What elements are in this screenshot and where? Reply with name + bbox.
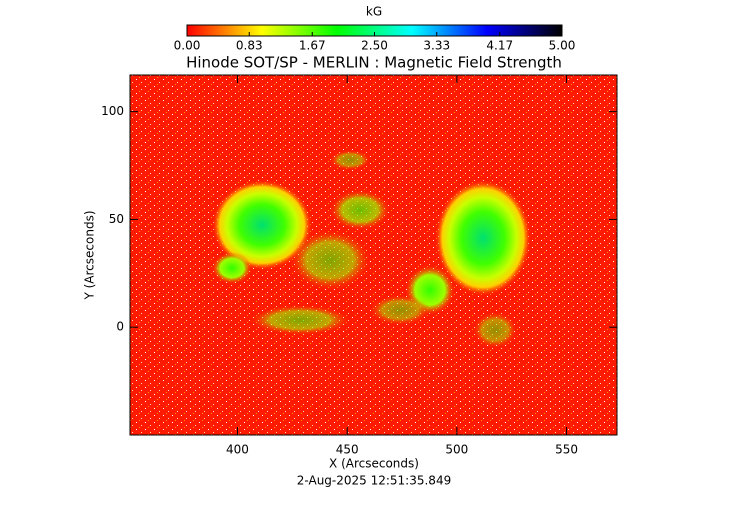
x-tick-label: 550 [555, 443, 578, 457]
colorbar-tick-label: 5.00 [549, 39, 576, 53]
x-tick-label: 450 [336, 443, 359, 457]
plot-frame [129, 74, 618, 436]
chart-title: Hinode SOT/SP - MERLIN : Magnetic Field … [186, 54, 562, 72]
y-tick-label: 100 [101, 104, 124, 118]
colorbar-label: kG [366, 5, 382, 19]
y-tick-label: 50 [109, 212, 124, 226]
timestamp: 2-Aug-2025 12:51:35.849 [297, 474, 451, 488]
field-image [130, 75, 617, 435]
colorbar-tick-label: 0.83 [236, 39, 263, 53]
colorbar-tick-label: 1.67 [299, 39, 326, 53]
x-tick-label: 500 [445, 443, 468, 457]
colorbar-tick-label: 4.17 [486, 39, 513, 53]
colorbar-tick-label: 2.50 [361, 39, 388, 53]
colorbar-tick-label: 3.33 [423, 39, 450, 53]
colorbar-tick-label: 0.00 [174, 39, 201, 53]
y-tick-label: 0 [116, 320, 124, 334]
x-axis-label: X (Arcseconds) [329, 457, 419, 471]
x-tick-label: 400 [226, 443, 249, 457]
y-axis-label: Y (Arcseconds) [83, 210, 97, 300]
